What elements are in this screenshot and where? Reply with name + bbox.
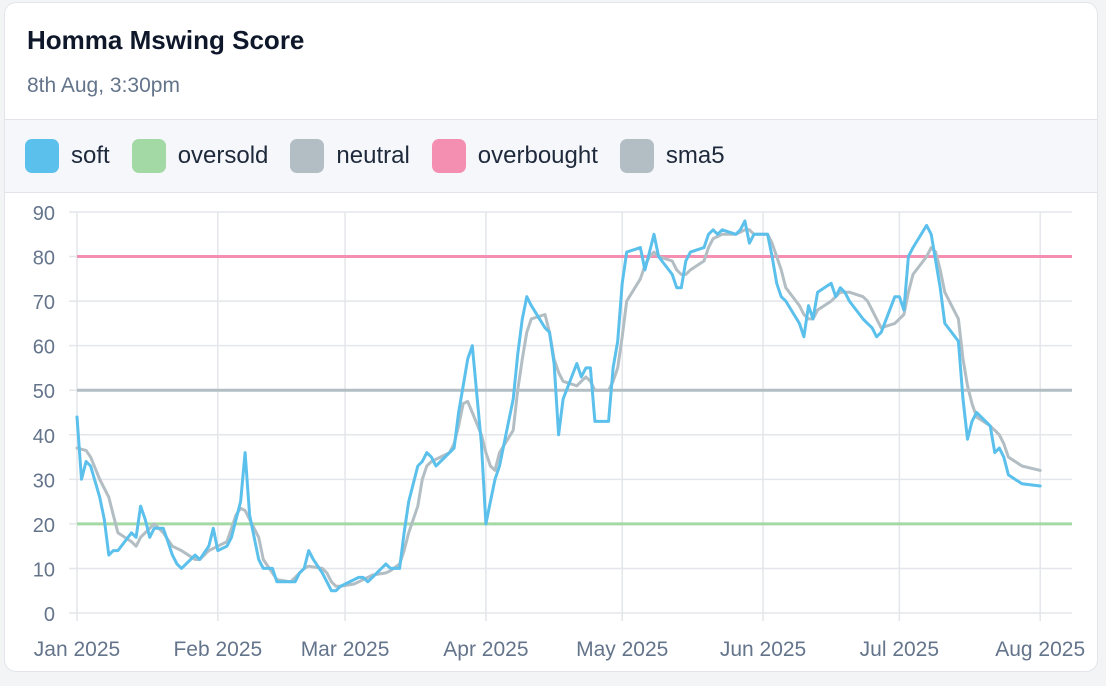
legend-label-overbought: overbought bbox=[477, 142, 598, 169]
x-tick-label: May 2025 bbox=[576, 638, 668, 661]
legend-swatch-sma5 bbox=[619, 139, 654, 173]
chart-subtitle: 8th Aug, 3:30pm bbox=[27, 74, 180, 97]
chart-card: Homma Mswing Score 8th Aug, 3:30pm soft … bbox=[4, 2, 1098, 672]
x-tick-label: Jul 2025 bbox=[860, 638, 939, 661]
legend-swatch-oversold bbox=[131, 139, 166, 173]
legend-item-overbought[interactable]: overbought bbox=[431, 139, 598, 173]
legend-label-oversold: oversold bbox=[177, 142, 269, 169]
legend-item-sma5[interactable]: sma5 bbox=[619, 139, 725, 173]
legend-swatch-overbought bbox=[431, 139, 466, 173]
y-tick-label: 40 bbox=[33, 426, 55, 448]
legend-item-soft[interactable]: soft bbox=[25, 139, 110, 173]
y-tick-label: 10 bbox=[33, 559, 55, 581]
x-tick-label: Jan 2025 bbox=[34, 638, 120, 661]
legend-swatch-soft bbox=[25, 139, 59, 173]
x-tick-label: Feb 2025 bbox=[173, 638, 262, 661]
legend-item-oversold[interactable]: oversold bbox=[131, 139, 269, 173]
y-tick-label: 60 bbox=[33, 337, 55, 359]
y-tick-label: 90 bbox=[33, 203, 55, 225]
y-tick-label: 30 bbox=[33, 470, 55, 492]
y-tick-label: 70 bbox=[33, 292, 55, 314]
chart-legend: soft oversold neutral overbought sma5 bbox=[5, 119, 1097, 193]
y-tick-label: 20 bbox=[33, 515, 55, 537]
legend-item-neutral[interactable]: neutral bbox=[290, 139, 410, 173]
y-tick-label: 0 bbox=[44, 604, 55, 626]
x-tick-label: Apr 2025 bbox=[443, 638, 528, 661]
x-tick-label: Jun 2025 bbox=[720, 638, 806, 661]
legend-label-soft: soft bbox=[71, 142, 110, 169]
y-tick-label: 80 bbox=[33, 248, 55, 270]
y-tick-label: 50 bbox=[33, 381, 55, 403]
x-tick-label: Mar 2025 bbox=[301, 638, 390, 661]
legend-swatch-neutral bbox=[290, 139, 325, 173]
sma5-series-line bbox=[75, 228, 1042, 588]
chart-title: Homma Mswing Score bbox=[27, 25, 305, 55]
legend-label-neutral: neutral bbox=[336, 142, 410, 169]
legend-label-sma5: sma5 bbox=[665, 142, 725, 169]
soft-series-line bbox=[75, 219, 1042, 593]
x-tick-label: Aug 2025 bbox=[995, 638, 1085, 661]
